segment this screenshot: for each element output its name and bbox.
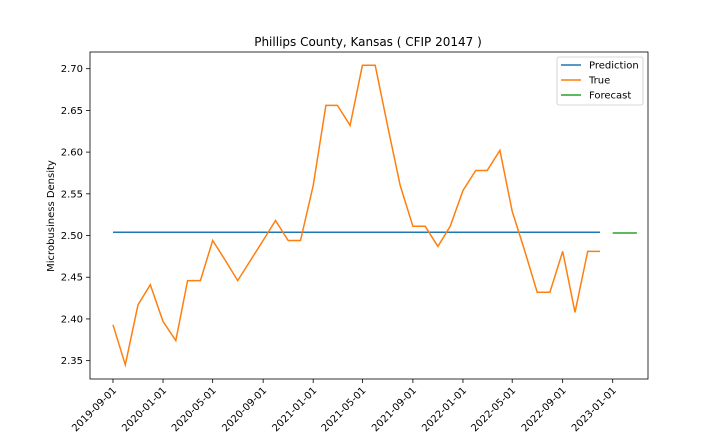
y-tick-label: 2.40 [61, 314, 83, 325]
legend-label: True [588, 76, 610, 87]
plot-frame [89, 51, 649, 380]
y-tick-label: 2.35 [61, 356, 83, 367]
legend: Prediction True Forecast [556, 56, 644, 106]
x-tick-label: 2020-05-01 [170, 385, 219, 432]
x-tick-label: 2021-09-01 [370, 385, 419, 432]
legend-label: Prediction [589, 61, 639, 72]
y-tick-label: 2.55 [61, 189, 83, 200]
series-line-true [112, 64, 600, 368]
legend-box [556, 56, 644, 106]
x-tick-label: 2021-05-01 [320, 385, 369, 432]
ticks-layer: 2.35 2.40 2.45 2.50 2.55 2.60 2.65 2.70 2019-09-… [61, 64, 619, 432]
x-tick-label: 2019-09-01 [70, 385, 119, 432]
y-tick-label: 2.45 [61, 273, 83, 284]
legend-label: Forecast [589, 91, 631, 102]
y-tick-label: 2.70 [61, 64, 83, 75]
x-tick-label: 2020-01-01 [120, 385, 169, 432]
x-tick-label: 2022-05-01 [469, 385, 518, 432]
x-tick-label: 2021-01-01 [270, 385, 319, 432]
y-tick-label: 2.65 [61, 106, 83, 117]
x-tick-label: 2022-01-01 [420, 385, 469, 432]
lines-layer [112, 64, 637, 368]
y-tick-label: 2.50 [61, 231, 83, 242]
chart-title: Phillips County, Kansas ( CFIP 20147 ) [254, 35, 482, 49]
y-axis-label: Microbusiness Density [46, 160, 57, 272]
x-tick-label: 2022-09-01 [520, 385, 569, 432]
x-tick-label: 2020-09-01 [220, 385, 269, 432]
x-tick-label: 2023-01-01 [570, 385, 619, 432]
y-tick-label: 2.60 [61, 148, 83, 159]
